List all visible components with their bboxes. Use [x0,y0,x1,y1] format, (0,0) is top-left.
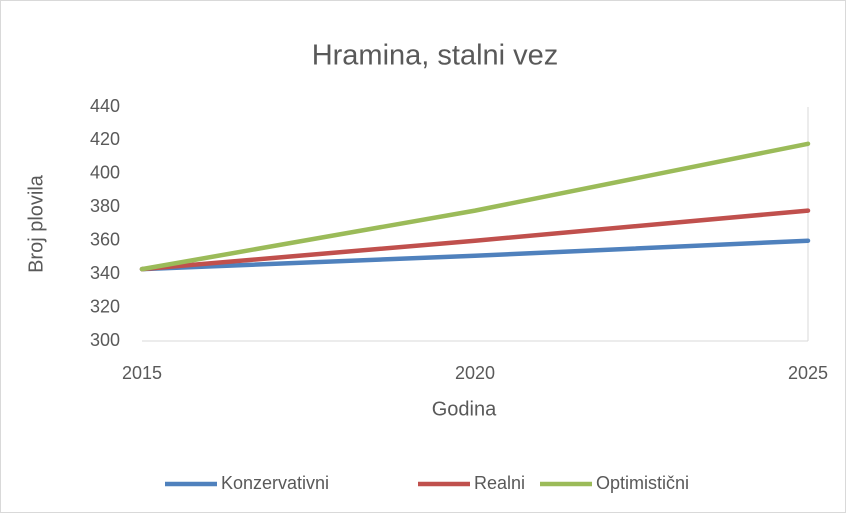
y-tick-label: 380 [90,196,120,216]
y-tick-label: 420 [90,129,120,149]
legend-label: Realni [474,473,525,493]
legend-label: Optimistični [596,473,689,493]
y-tick-label: 320 [90,296,120,316]
series-line [139,141,811,272]
y-tick-label: 400 [90,163,120,183]
chart-title: Hramina, stalni vez [312,40,559,72]
x-axis-label: Godina [432,398,497,420]
y-tick-label: 340 [90,263,120,283]
y-tick-label: 440 [90,96,120,116]
series-line [139,208,811,272]
series-line [139,238,811,272]
y-tick-label: 360 [90,229,120,249]
y-axis-label: Broj plovila [25,174,47,273]
x-tick-label: 2025 [788,363,828,383]
x-tick-label: 2015 [122,363,162,383]
x-tick-label: 2020 [455,363,495,383]
y-tick-label: 300 [90,330,120,350]
legend-label: Konzervativni [221,473,329,493]
